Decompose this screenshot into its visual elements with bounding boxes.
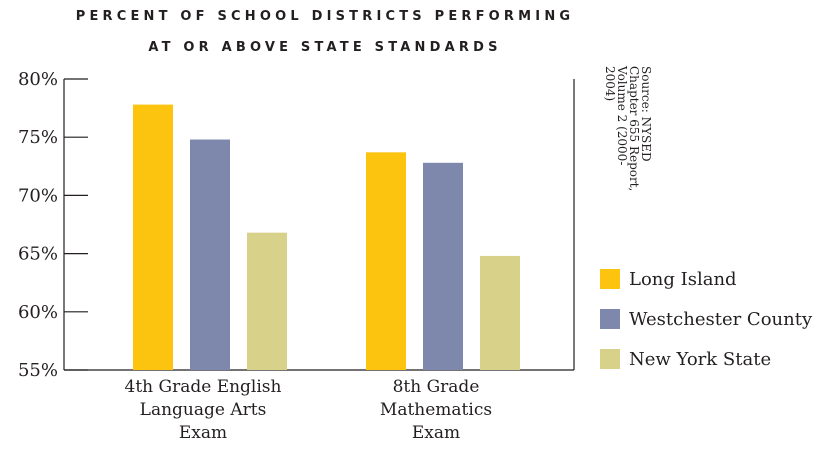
bar [247, 232, 287, 370]
source-note-line: Source: NYSED [639, 66, 653, 162]
legend-label: New York State [629, 349, 771, 370]
y-tick-label: 60% [18, 302, 58, 323]
category-label: Language Arts [140, 400, 267, 420]
source-note-line: Volume 2 (2000- [615, 65, 629, 165]
y-tick-label: 75% [18, 127, 58, 148]
category-label: 4th Grade English [125, 377, 282, 397]
legend-swatch [600, 309, 620, 329]
legend-label: Long Island [629, 269, 737, 290]
category-label: Mathematics [380, 400, 492, 420]
legend-label: Westchester County [629, 309, 813, 330]
source-note-line: 2004) [603, 66, 617, 101]
bars [133, 104, 520, 370]
y-tick-label: 70% [18, 185, 58, 206]
legend: Long Island Westchester County New York St… [600, 269, 813, 370]
legend-swatch [600, 349, 620, 369]
y-tick-label: 80% [18, 69, 58, 90]
bar [190, 139, 230, 370]
category-label: 8th Grade [393, 377, 480, 397]
chart-title-line-1: PERCENT OF SCHOOL DISTRICTS PERFORMING [75, 9, 575, 24]
source-note-line: Chapter 655 Report, [627, 66, 641, 191]
y-tick-label: 65% [18, 244, 58, 265]
category-labels: 4th Grade English Language Arts Exam 8th Gr… [125, 377, 493, 443]
chart-title-line-2: AT OR ABOVE STATE STANDARDS [148, 40, 502, 55]
y-tick-label: 55% [18, 360, 58, 381]
category-label: Exam [179, 423, 227, 443]
legend-swatch [600, 269, 620, 289]
bar [133, 104, 173, 370]
bar [366, 152, 406, 370]
bar [480, 255, 520, 370]
bar [423, 162, 463, 370]
category-label: Exam [412, 423, 460, 443]
